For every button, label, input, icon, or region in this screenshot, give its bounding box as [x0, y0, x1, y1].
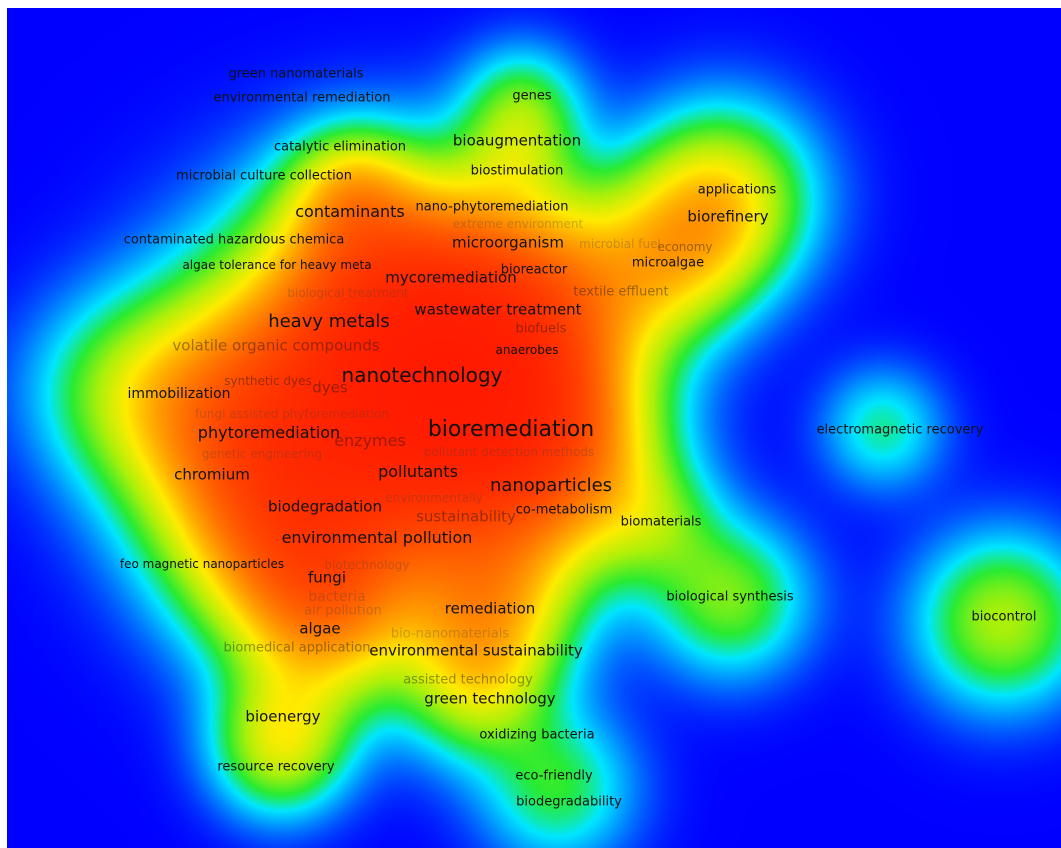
keyword-label: mycoremediation — [385, 268, 517, 287]
density-map: green nanomaterials environmental remedia… — [7, 8, 1061, 848]
keyword-label: green technology — [424, 689, 556, 708]
keyword-label: pollutant detection methods — [423, 445, 595, 459]
keyword-label: feo magnetic nanoparticles — [119, 557, 285, 571]
keyword-label: biomedical application — [223, 640, 371, 656]
keyword-label: dyes — [312, 378, 348, 397]
keyword-label: biofuels — [515, 321, 567, 337]
keyword-label: microbial culture collection — [176, 168, 352, 184]
keyword-label: biostimulation — [470, 163, 564, 179]
keyword-label: volatile organic compounds — [172, 336, 380, 355]
keyword-label: microorganism — [452, 233, 564, 252]
keyword-labels: green nanomaterials environmental remedia… — [7, 8, 1061, 848]
keyword-label: contaminated hazardous chemica — [123, 232, 345, 248]
keyword-label: environmentally — [385, 491, 483, 505]
keyword-label: biomaterials — [620, 514, 702, 530]
keyword-label: algae tolerance for heavy meta — [182, 258, 372, 272]
keyword-label: extreme environment — [452, 217, 584, 231]
keyword-label: applications — [697, 182, 777, 198]
keyword-label: biorefinery — [687, 207, 769, 226]
keyword-label: co-metabolism — [515, 502, 613, 518]
keyword-label: bacteria — [308, 589, 366, 605]
keyword-label: economy — [657, 240, 713, 254]
keyword-label: assisted technology — [403, 672, 533, 688]
keyword-label: microalgae — [631, 255, 705, 271]
keyword-label: heavy metals — [268, 311, 390, 332]
keyword-label: electromagnetic recovery — [816, 422, 984, 438]
keyword-label: biocontrol — [971, 609, 1037, 625]
keyword-label: phytoremediation — [197, 423, 341, 442]
keyword-label: bio-nanomaterials — [390, 626, 510, 642]
keyword-label: wastewater treatment — [414, 300, 582, 319]
keyword-label: bioaugmentation — [452, 131, 582, 150]
keyword-label: genetic engineering — [201, 447, 323, 461]
keyword-label: nanoparticles — [489, 475, 613, 496]
keyword-label: sustainability — [416, 507, 516, 526]
keyword-label: environmental sustainability — [369, 641, 583, 660]
keyword-label: textile effluent — [573, 284, 669, 300]
keyword-label: catalytic elimination — [273, 139, 407, 155]
keyword-label: nanotechnology — [341, 363, 503, 387]
keyword-label: oxidizing bacteria — [479, 727, 595, 743]
keyword-label: contaminants — [295, 202, 405, 221]
keyword-label: nano-phytoremediation — [415, 199, 569, 215]
keyword-label: environmental remediation — [213, 90, 391, 106]
density-heat-layer — [7, 8, 1061, 848]
keyword-label: algae — [299, 619, 341, 638]
keyword-label: biodegradation — [268, 497, 382, 516]
keyword-label: anaerobes — [495, 343, 559, 357]
keyword-label: air pollution — [304, 603, 382, 619]
keyword-label: biodegradability — [516, 794, 622, 810]
keyword-label: resource recovery — [217, 759, 335, 775]
keyword-label: fungi — [308, 568, 346, 587]
keyword-label: pollutants — [378, 462, 458, 481]
keyword-label: fungi assisted phytoremediation — [195, 407, 389, 421]
keyword-label: green nanomaterials — [228, 66, 364, 82]
keyword-label: bioremediation — [427, 417, 595, 442]
keyword-label: genes — [512, 88, 552, 104]
keyword-label: chromium — [174, 465, 250, 484]
keyword-label: bioenergy — [245, 707, 321, 726]
keyword-label: environmental pollution — [281, 528, 473, 547]
keyword-label: bioreactor — [500, 262, 568, 278]
keyword-label: biological treatment — [287, 286, 409, 300]
keyword-label: microbial fuel — [579, 237, 661, 251]
keyword-label: remediation — [444, 599, 536, 618]
keyword-label: enzymes — [334, 431, 406, 450]
keyword-label: eco-friendly — [515, 768, 593, 784]
keyword-label: immobilization — [127, 386, 231, 402]
keyword-label: biotechnology — [324, 558, 410, 572]
keyword-label: synthetic dyes — [224, 374, 312, 388]
keyword-label: biological synthesis — [666, 589, 794, 605]
